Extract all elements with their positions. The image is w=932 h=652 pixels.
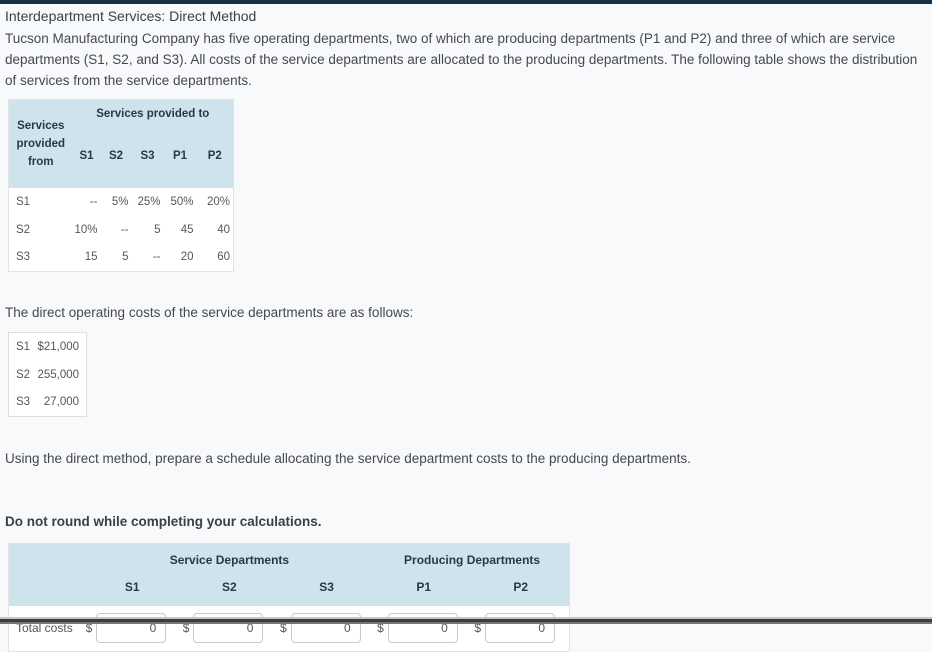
cell-value: 5% <box>111 195 129 208</box>
cell-value: -- <box>89 195 98 208</box>
total-costs-cell-p2: $ <box>472 606 569 652</box>
alloc-col-header-s2: S2 <box>180 573 278 606</box>
cell-value: 45 <box>180 223 194 236</box>
col-header-p1: P1 <box>163 123 197 188</box>
cell-value: 5 <box>122 251 129 264</box>
col-header-s2: S2 <box>100 123 132 188</box>
cost-label-s3: S3 <box>16 396 31 409</box>
cost-label-s1: S1 <box>16 340 31 353</box>
cost-amount-s3: 27,000 <box>43 396 80 409</box>
allocation-schedule-table: Service Departments Producing Department… <box>8 543 570 652</box>
corner-blank <box>8 543 84 574</box>
cost-amount-s1: $21,000 <box>37 340 80 353</box>
table-row: S3 15 5 -- 20 60 <box>9 244 234 272</box>
group-header-producing: Producing Departments <box>375 543 570 574</box>
cell-value: -- <box>120 223 129 236</box>
span-header: Services provided to <box>72 99 234 124</box>
table-row: S2 255,000 <box>9 361 87 389</box>
total-costs-cell-s1: $ <box>84 606 181 652</box>
col-header-s1: S1 <box>72 123 101 188</box>
alloc-col-header-s1: S1 <box>83 573 181 606</box>
corner-header: Services provided from <box>8 99 73 188</box>
table-row: S1 $21,000 <box>9 333 87 361</box>
total-costs-label: Total costs <box>16 621 73 636</box>
cell-value: 40 <box>217 223 230 236</box>
table-row: S3 27,000 <box>9 389 87 417</box>
page-title: Interdepartment Services: Direct Method <box>5 8 257 24</box>
top-window-bar <box>0 0 932 4</box>
table-row: S1 -- 5% 25% 50% 20% <box>9 188 234 216</box>
cost-amount-s2: 255,000 <box>37 368 80 381</box>
cell-value: 5 <box>154 223 161 236</box>
bottom-edge-dark <box>0 619 932 622</box>
row-label-s1: S1 <box>16 195 31 208</box>
costs-intro: The direct operating costs of the servic… <box>5 305 414 320</box>
col-header-s3: S3 <box>131 123 164 188</box>
instruction-text: Using the direct method, prepare a sched… <box>5 451 691 466</box>
cell-value: 20 <box>180 251 194 264</box>
total-costs-cell-s3: $ <box>278 606 375 652</box>
problem-description: Tucson Manufacturing Company has five op… <box>5 31 918 88</box>
col-header-p2: P2 <box>196 123 234 188</box>
alloc-col-header-p2: P2 <box>472 573 570 606</box>
group-header-service: Service Departments <box>83 543 376 574</box>
direct-costs-table: S1 $21,000 S2 255,000 S3 27,000 <box>8 332 88 417</box>
total-costs-row: Total costs $ $ $ <box>9 606 570 652</box>
cell-value: 15 <box>84 251 98 264</box>
cell-value: 25% <box>137 195 161 208</box>
cell-value: 50% <box>170 195 194 208</box>
corner-blank <box>8 573 84 606</box>
rounding-note: Do not round while completing your calcu… <box>5 514 322 529</box>
cell-value: 60 <box>217 251 230 264</box>
total-costs-cell-p1: $ <box>375 606 472 652</box>
cost-label-s2: S2 <box>16 368 31 381</box>
table-row: S2 10% -- 5 45 40 <box>9 216 234 244</box>
cell-value: -- <box>152 251 161 264</box>
alloc-col-header-s3: S3 <box>277 573 376 606</box>
services-distribution-table: Services provided from Services provided… <box>8 99 234 272</box>
row-label-s2: S2 <box>16 223 31 236</box>
total-costs-cell-s2: $ <box>181 606 278 652</box>
bottom-edge-mid <box>0 622 932 624</box>
cell-value: 10% <box>74 223 98 236</box>
bottom-edge-light <box>0 617 932 619</box>
alloc-col-header-p1: P1 <box>375 573 473 606</box>
row-label-s3: S3 <box>16 251 31 264</box>
bottom-window-edge <box>0 617 932 624</box>
cell-value: 20% <box>206 195 230 208</box>
